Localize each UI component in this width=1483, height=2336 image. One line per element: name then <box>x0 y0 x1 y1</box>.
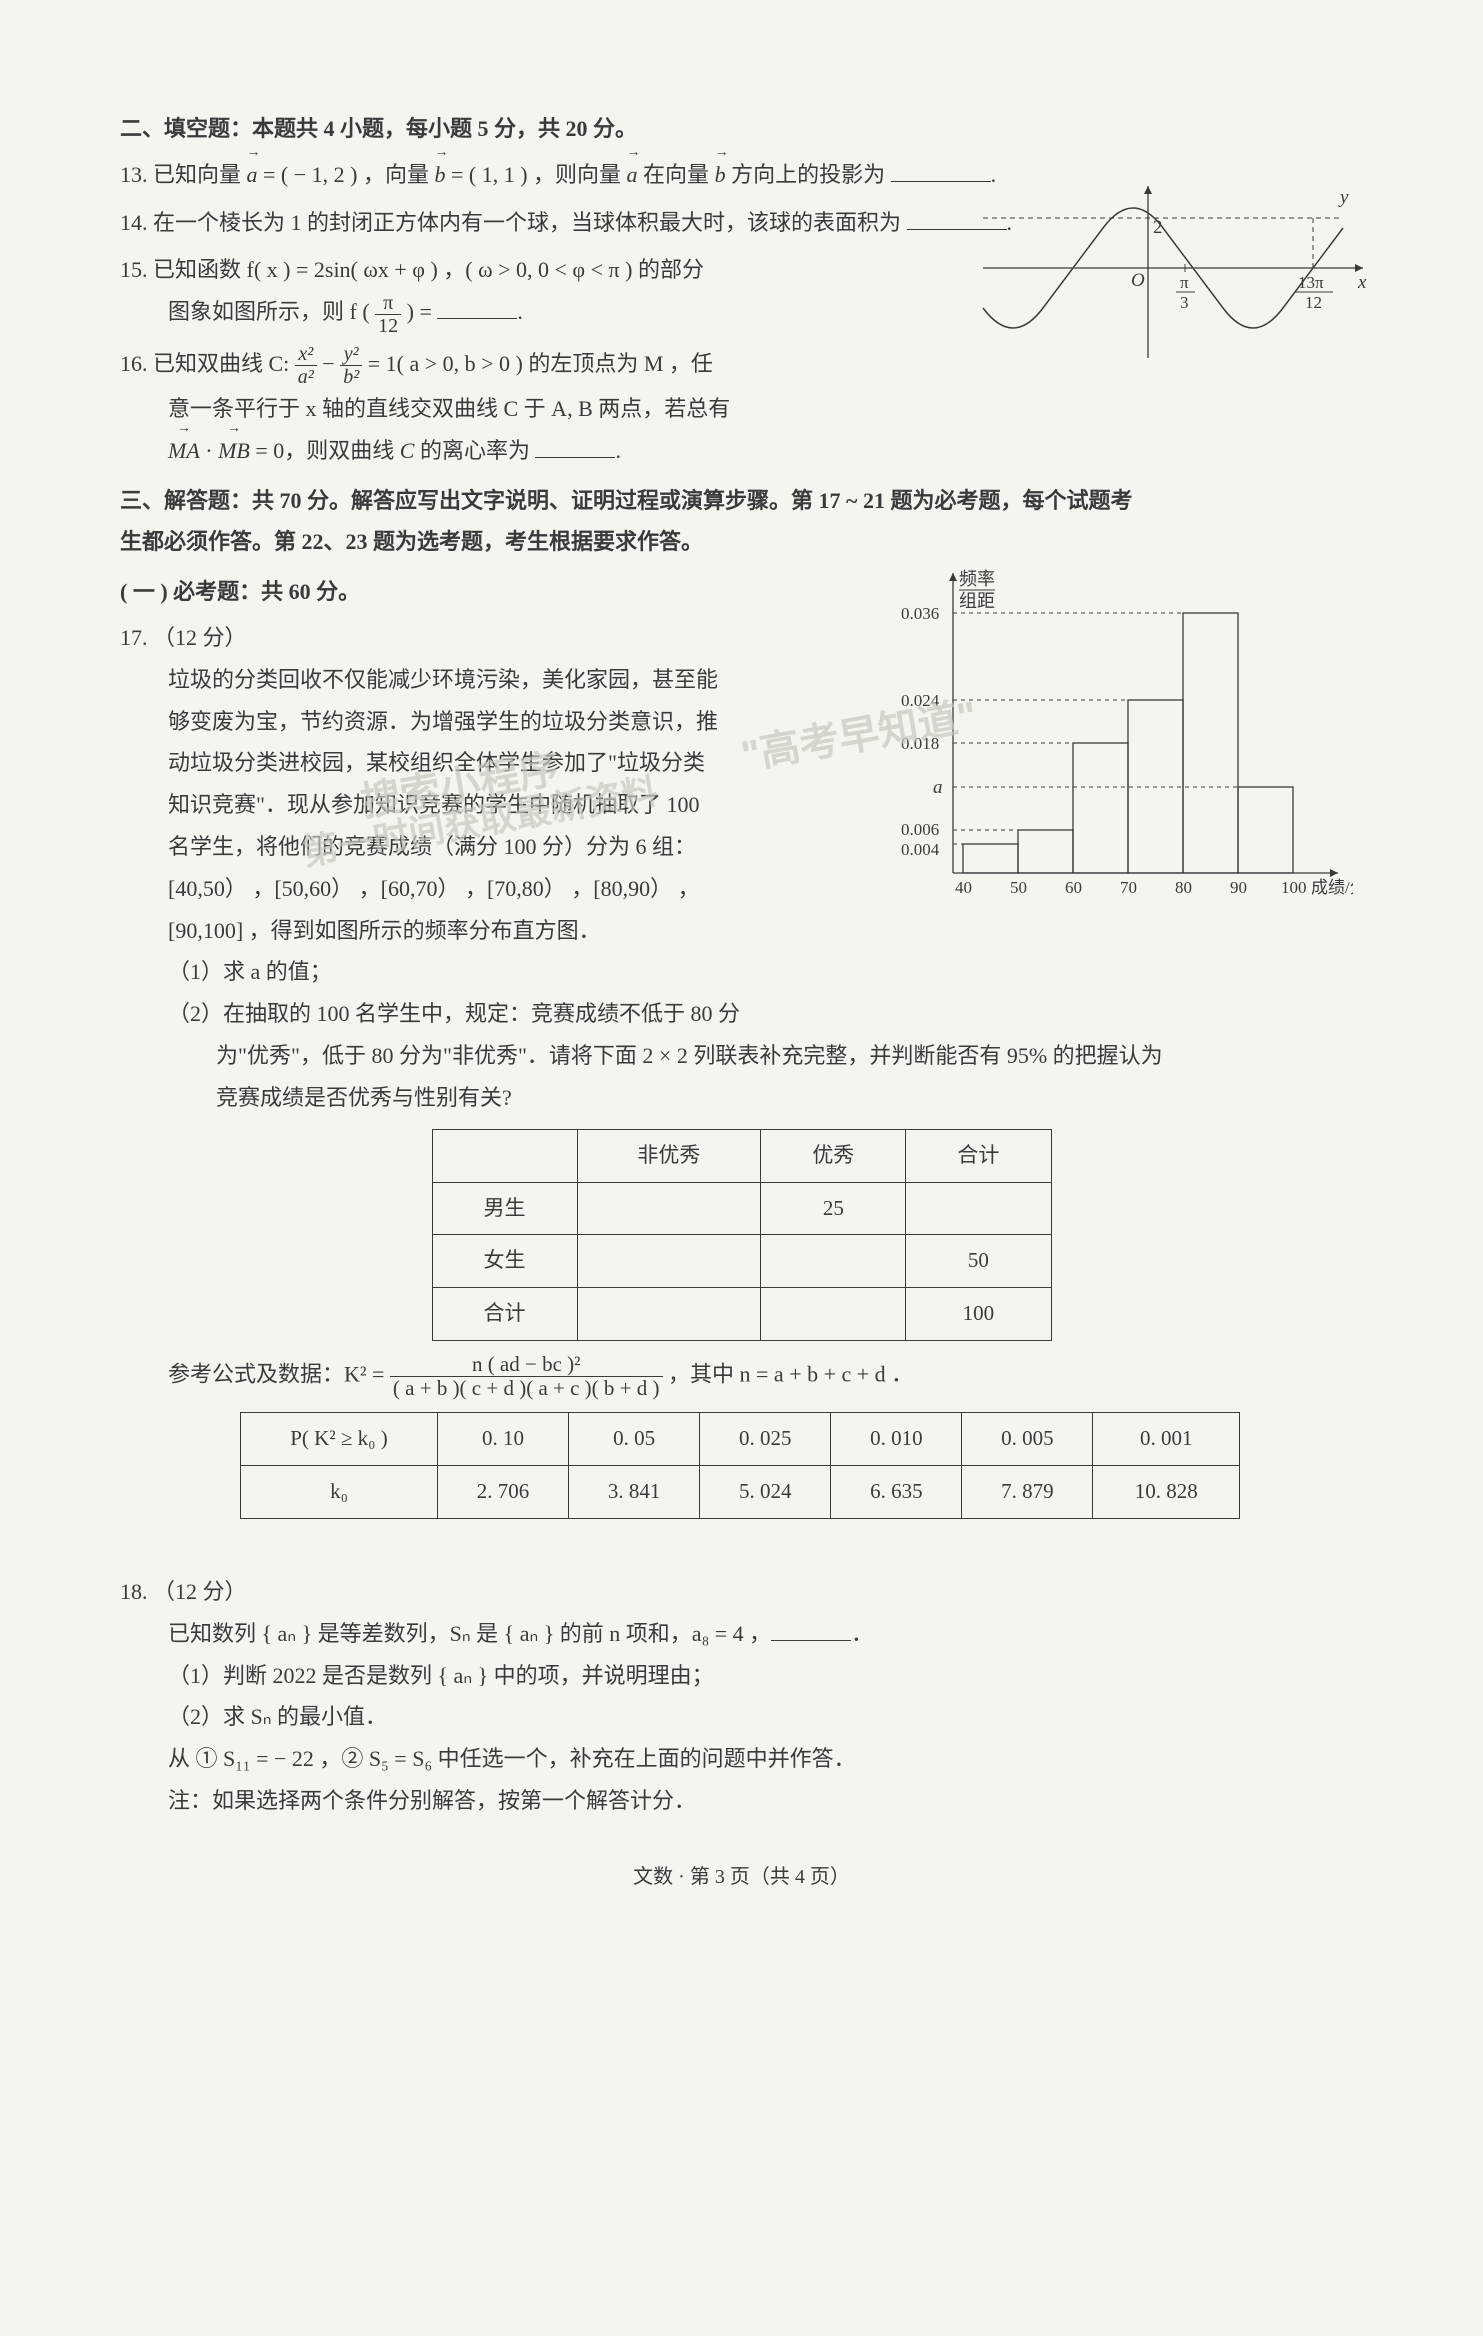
q18-label: 18. <box>120 1579 148 1604</box>
table-row: 男生 25 <box>432 1182 1051 1235</box>
x-axis-label: x <box>1357 272 1367 293</box>
svg-text:80: 80 <box>1175 878 1192 897</box>
svg-text:60: 60 <box>1065 878 1082 897</box>
origin-label: O <box>1131 270 1145 291</box>
page-footer: 文数 · 第 3 页（共 4 页） <box>120 1858 1363 1896</box>
hist-svg: 频率 组距 0.036 0.024 0.018 a 0.006 0.004 <box>883 563 1353 903</box>
section2-heading: 二、填空题：本题共 4 小题，每小题 5 分，共 20 分。 <box>120 108 1363 150</box>
chi-table: P( K² ≥ k₀ ) 0. 10 0. 05 0. 025 0. 010 0… <box>240 1412 1240 1519</box>
svg-text:a: a <box>933 777 943 798</box>
q14-label: 14. <box>120 210 148 235</box>
svg-text:成绩/分: 成绩/分 <box>1311 878 1353 897</box>
table-row: k₀ 2. 706 3. 841 5. 024 6. 635 7. 879 10… <box>241 1466 1240 1519</box>
svg-text:70: 70 <box>1120 878 1137 897</box>
page-container: "高考早知道" 搜索小程序 第一时间获取最新资料 y x O 2 π 3 <box>120 108 1363 1896</box>
table-row: 女生 50 <box>432 1235 1051 1288</box>
svg-text:组距: 组距 <box>959 591 995 611</box>
sine-svg: y x O 2 π 3 13π 12 <box>973 178 1373 373</box>
table-row: 合计 100 <box>432 1288 1051 1341</box>
q13-label: 13. <box>120 162 148 187</box>
svg-text:90: 90 <box>1230 878 1247 897</box>
q15-label: 15. <box>120 257 148 282</box>
table-row: 非优秀 优秀 合计 <box>432 1129 1051 1182</box>
blank <box>437 297 517 319</box>
blank <box>535 436 615 458</box>
amplitude-label: 2 <box>1153 217 1163 238</box>
contingency-table: 非优秀 优秀 合计 男生 25 女生 50 合计 100 <box>432 1129 1052 1342</box>
svg-text:π: π <box>1180 273 1189 292</box>
svg-text:0.036: 0.036 <box>901 604 939 623</box>
question-18: 18. （12 分） 已知数列 { aₙ } 是等差数列，Sₙ 是 { aₙ }… <box>120 1571 1363 1822</box>
svg-text:100: 100 <box>1281 878 1307 897</box>
q17-label: 17. <box>120 625 148 650</box>
y-axis-label: y <box>1338 187 1349 208</box>
svg-text:3: 3 <box>1180 293 1189 312</box>
svg-text:50: 50 <box>1010 878 1027 897</box>
chi-formula: 参考公式及数据：K² = n ( ad − bc )² ( a + b )( c… <box>168 1353 1363 1400</box>
q16-label: 16. <box>120 351 148 376</box>
svg-text:0.006: 0.006 <box>901 820 939 839</box>
svg-text:0.018: 0.018 <box>901 734 939 753</box>
sine-graph: y x O 2 π 3 13π 12 <box>973 178 1373 387</box>
svg-text:13π: 13π <box>1298 273 1324 292</box>
svg-text:12: 12 <box>1305 293 1322 312</box>
histogram: 频率 组距 0.036 0.024 0.018 a 0.006 0.004 <box>883 563 1353 917</box>
svg-text:0.004: 0.004 <box>901 840 940 859</box>
svg-text:40: 40 <box>955 878 972 897</box>
svg-text:频率: 频率 <box>959 569 995 589</box>
blank <box>771 1619 851 1641</box>
section3-heading: 三、解答题：共 70 分。解答应写出文字说明、证明过程或演算步骤。第 17 ~ … <box>120 480 1363 564</box>
table-row: P( K² ≥ k₀ ) 0. 10 0. 05 0. 025 0. 010 0… <box>241 1413 1240 1466</box>
svg-text:0.024: 0.024 <box>901 691 940 710</box>
